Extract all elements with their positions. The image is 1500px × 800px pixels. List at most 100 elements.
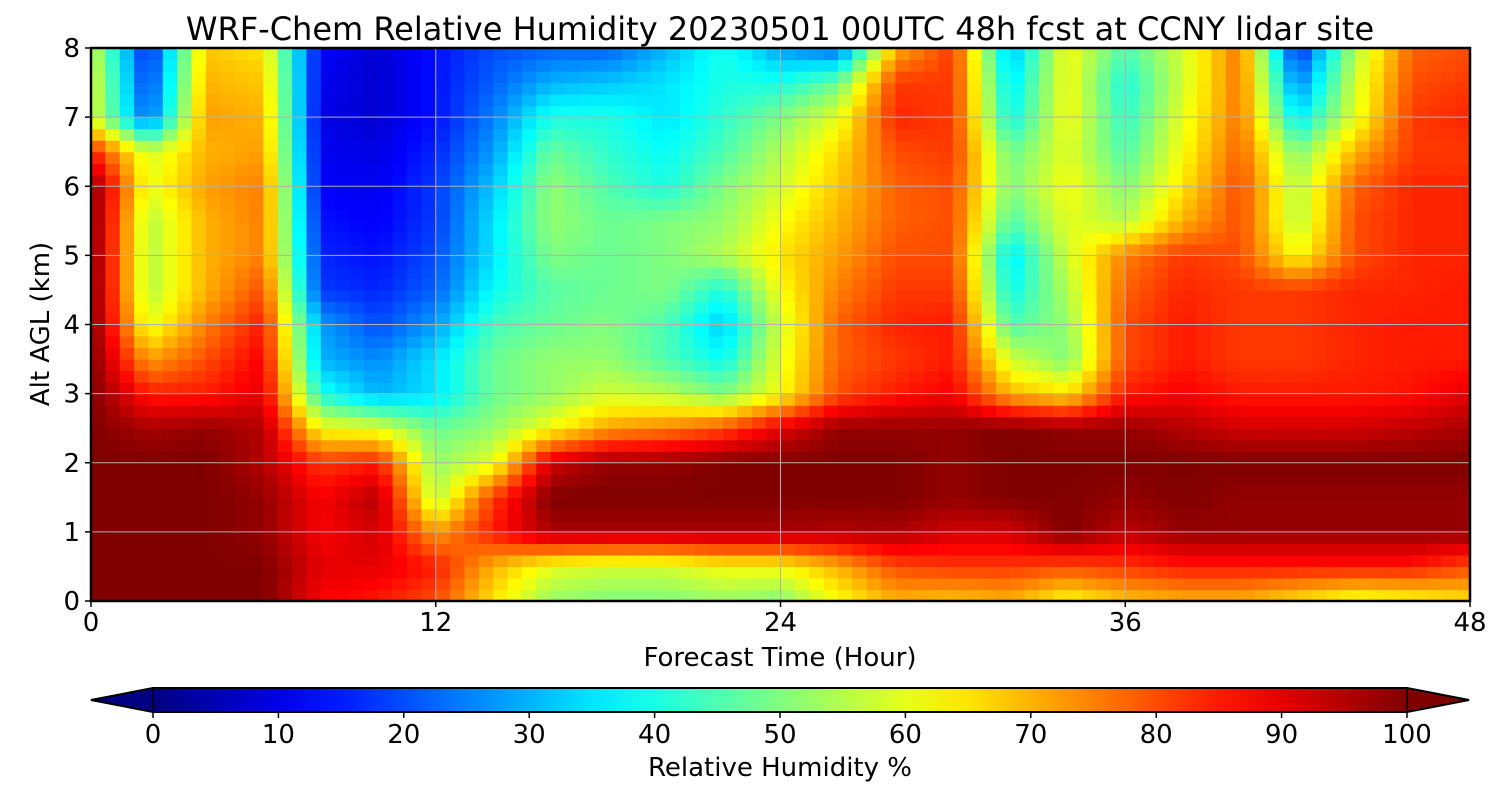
heatmap-cell: [392, 140, 408, 153]
heatmap-cell: [938, 117, 954, 130]
heatmap-cell: [105, 82, 121, 95]
heatmap-cell: [1283, 59, 1299, 72]
heatmap-cell: [177, 336, 193, 349]
heatmap-cell: [1441, 566, 1457, 579]
heatmap-cell: [852, 577, 868, 591]
heatmap-cell: [191, 577, 207, 591]
heatmap-cell: [751, 485, 767, 498]
heatmap-cell: [205, 474, 221, 487]
heatmap-cell: [1125, 140, 1141, 153]
heatmap-cell: [1153, 370, 1169, 383]
heatmap-cell: [924, 359, 940, 372]
heatmap-cell: [507, 531, 523, 544]
heatmap-cell: [1240, 589, 1256, 601]
heatmap-cell: [249, 117, 264, 130]
heatmap-cell: [507, 336, 523, 349]
heatmap-cell: [478, 209, 494, 222]
heatmap-cell: [134, 324, 150, 337]
heatmap-cell: [622, 474, 638, 487]
heatmap-cell: [938, 94, 954, 107]
heatmap-cell: [507, 278, 523, 291]
heatmap-cell: [1053, 59, 1069, 72]
heatmap-cell: [651, 485, 667, 498]
heatmap-cell: [708, 485, 724, 498]
heatmap-cell: [1441, 485, 1457, 498]
heatmap-cell: [837, 382, 853, 395]
heatmap-cell: [292, 336, 308, 349]
heatmap-cell: [335, 48, 351, 61]
heatmap-cell: [579, 301, 595, 314]
heatmap-cell: [493, 554, 509, 568]
heatmap-cell: [162, 508, 178, 521]
heatmap-cell: [478, 94, 494, 107]
heatmap-cell: [952, 497, 968, 510]
heatmap-cell: [1355, 347, 1371, 360]
heatmap-cell: [363, 186, 379, 199]
heatmap-cell: [1096, 163, 1112, 176]
heatmap-cell: [766, 589, 782, 601]
heatmap-cell: [1268, 151, 1284, 164]
heatmap-cell: [852, 347, 868, 360]
heatmap-cell: [1125, 209, 1141, 222]
heatmap-cell: [1225, 255, 1241, 268]
heatmap-cell: [1197, 186, 1213, 199]
heatmap-cell: [636, 220, 652, 233]
heatmap-cell: [105, 497, 121, 510]
heatmap-cell: [679, 508, 695, 521]
heatmap-cell: [823, 174, 839, 187]
heatmap-cell: [263, 266, 279, 280]
heatmap-cell: [737, 220, 753, 233]
heatmap-cell: [249, 382, 264, 395]
heatmap-cell: [1311, 301, 1327, 314]
heatmap-cell: [1197, 163, 1213, 176]
heatmap-cell: [292, 243, 308, 256]
heatmap-cell: [1254, 359, 1270, 372]
heatmap-cell: [1024, 255, 1040, 268]
heatmap-cell: [91, 140, 106, 153]
heatmap-cell: [1039, 289, 1055, 303]
heatmap-cell: [478, 197, 494, 210]
heatmap-cell: [1412, 232, 1428, 245]
heatmap-cell: [1010, 382, 1026, 395]
heatmap-cell: [967, 451, 983, 464]
heatmap-cell: [909, 497, 925, 510]
heatmap-cell: [723, 474, 738, 487]
heatmap-cell: [421, 428, 437, 441]
heatmap-cell: [1240, 289, 1256, 303]
y-tick-label: 5: [63, 241, 80, 271]
heatmap-cell: [837, 289, 853, 303]
heatmap-cell: [292, 220, 308, 233]
heatmap-cell: [1067, 359, 1083, 372]
heatmap-cell: [665, 209, 681, 222]
heatmap-cell: [1211, 186, 1227, 199]
heatmap-cell: [679, 232, 695, 245]
heatmap-cell: [694, 128, 710, 141]
heatmap-cell: [1283, 232, 1299, 245]
heatmap-cell: [421, 347, 437, 360]
heatmap-cell: [1168, 151, 1184, 164]
heatmap-cell: [1010, 439, 1026, 452]
heatmap-cell: [234, 197, 250, 210]
heatmap-cell: [435, 48, 451, 61]
heatmap-cell: [119, 117, 135, 130]
heatmap-cell: [177, 370, 193, 383]
heatmap-cell: [579, 405, 595, 418]
heatmap-cell: [1168, 520, 1184, 533]
heatmap-cell: [105, 508, 121, 521]
heatmap-cell: [694, 59, 710, 72]
heatmap-cell: [981, 48, 997, 61]
heatmap-cell: [306, 324, 322, 337]
heatmap-cell: [177, 71, 193, 84]
heatmap-cell: [1168, 71, 1184, 84]
heatmap-cell: [392, 577, 408, 591]
heatmap-cell: [1139, 393, 1155, 406]
heatmap-cell: [1340, 428, 1356, 441]
heatmap-cell: [837, 508, 853, 521]
heatmap-cell: [1067, 71, 1083, 84]
heatmap-cell: [1412, 566, 1428, 579]
heatmap-cell: [1153, 428, 1169, 441]
heatmap-cell: [349, 301, 365, 314]
heatmap-cell: [1096, 347, 1112, 360]
heatmap-cell: [349, 566, 365, 579]
